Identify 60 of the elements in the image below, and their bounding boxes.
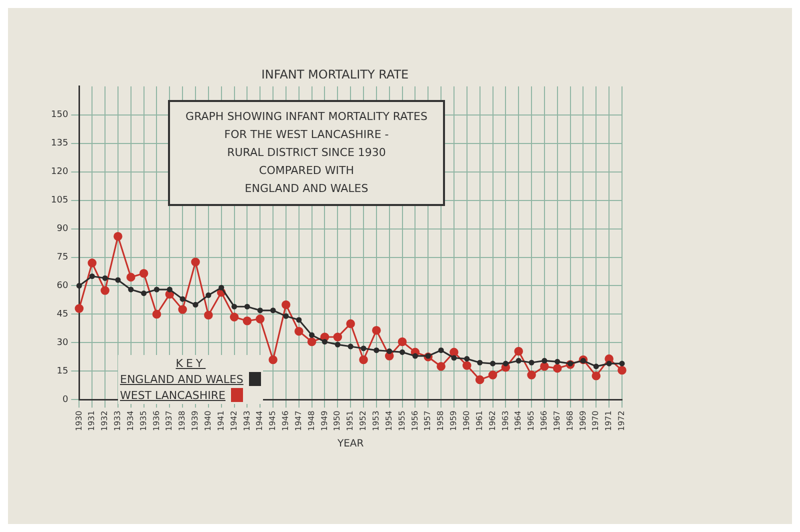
x-tick-label: 1970 — [591, 410, 600, 431]
x-tick-label: 1968 — [565, 410, 574, 431]
x-axis-title: YEAR — [336, 438, 364, 450]
x-tick-label: 1949 — [320, 410, 329, 431]
x-tick-label: 1952 — [358, 410, 368, 431]
x-tick-label: 1953 — [372, 410, 381, 431]
y-tick-label: 15 — [56, 366, 68, 377]
x-tick-label: 1960 — [462, 410, 471, 431]
x-tick-label: 1969 — [578, 410, 588, 431]
x-tick-label: 1934 — [126, 410, 135, 431]
y-tick-label: 105 — [50, 196, 68, 206]
legend-label: ENGLAND AND WALES — [120, 372, 244, 386]
x-tick-label: 1935 — [138, 410, 148, 431]
y-tick-label: 45 — [56, 310, 68, 320]
x-tick-label: 1939 — [190, 410, 200, 431]
x-tick-label: 1943 — [242, 410, 252, 431]
legend-title: KEY — [174, 357, 207, 370]
x-tick-label: 1938 — [178, 410, 187, 431]
y-tick-label: 135 — [50, 138, 68, 149]
y-tick-label: 60 — [56, 281, 68, 292]
x-tick-label: 1944 — [255, 410, 264, 431]
y-tick-label: 75 — [56, 252, 68, 263]
x-tick-label: 1959 — [449, 410, 458, 431]
x-tick-label: 1936 — [152, 410, 161, 431]
x-tick-label: 1958 — [436, 410, 446, 431]
x-tick-label: 1951 — [346, 410, 355, 431]
x-tick-label: 1957 — [423, 410, 432, 431]
x-tick-label: 1972 — [617, 410, 626, 431]
x-tick-label: 1941 — [216, 410, 226, 431]
legend-label: WEST LANCASHIRE — [120, 388, 226, 402]
x-tick-label: 1950 — [332, 410, 342, 431]
x-tick-label: 1942 — [229, 410, 238, 431]
x-tick-label: 1931 — [87, 410, 96, 431]
x-tick-label: 1946 — [281, 410, 290, 431]
x-tick-label: 1963 — [500, 410, 510, 431]
x-tick-label: 1967 — [552, 410, 562, 431]
x-tick-label: 1933 — [113, 410, 122, 431]
y-tick-label: 30 — [56, 338, 68, 348]
chart-title: INFANT MORTALITY RATE — [261, 67, 409, 82]
x-tick-label: 1964 — [514, 410, 523, 431]
x-tick-label: 1962 — [488, 410, 497, 431]
x-tick-label: 1930 — [74, 410, 84, 431]
x-tick-label: 1956 — [410, 410, 420, 431]
x-tick-label: 1947 — [294, 410, 303, 431]
x-tick-label: 1932 — [100, 410, 110, 431]
x-tick-label: 1940 — [204, 410, 212, 431]
x-tick-label: 1965 — [526, 410, 536, 431]
text: GRAPH SHOWING INFANT MORTALITY RATES FOR THE WEST LANCASHIRE - RURAL DISTRICT SINCE 1930 COMPARED WITH ENGLAND AND WALES — [168, 100, 445, 206]
x-tick-label: 1945 — [268, 410, 278, 431]
x-tick-label: 1954 — [384, 410, 394, 431]
y-tick-label: 150 — [50, 110, 68, 120]
y-tick-label: 120 — [50, 167, 68, 178]
y-tick-label: 0 — [62, 394, 68, 405]
x-tick-label: 1955 — [397, 410, 406, 431]
y-tick-label: 90 — [56, 224, 68, 234]
x-tick-label: 1971 — [604, 410, 614, 431]
x-tick-label: 1937 — [164, 410, 174, 431]
x-tick-label: 1961 — [474, 410, 484, 431]
x-tick-label: 1966 — [540, 410, 549, 431]
x-tick-label: 1948 — [306, 410, 316, 431]
